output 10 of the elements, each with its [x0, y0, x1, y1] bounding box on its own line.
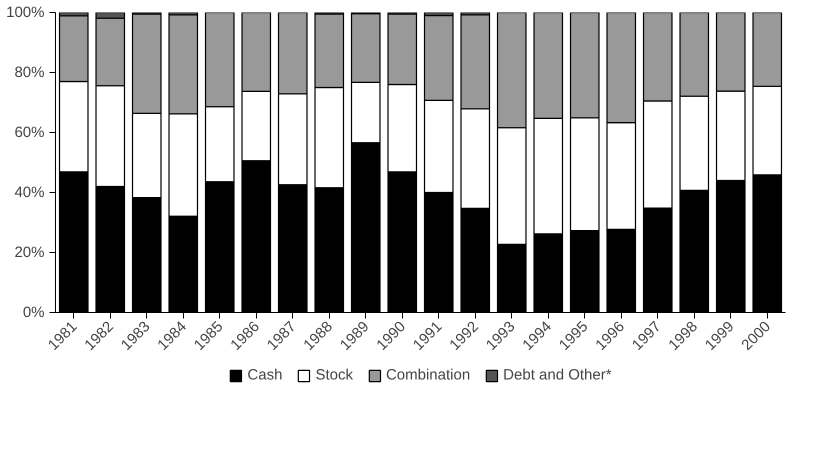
- y-tick-label: 60%: [14, 124, 45, 141]
- y-tick-label: 0%: [22, 304, 45, 321]
- legend-label: Combination: [386, 366, 470, 384]
- y-tick-label: 20%: [14, 244, 45, 261]
- y-tick-label: 100%: [6, 4, 45, 21]
- y-tick-label: 80%: [14, 64, 45, 81]
- y-tick-label: 40%: [14, 184, 45, 201]
- legend-label: Cash: [247, 366, 282, 384]
- legend-label: Debt and Other*: [503, 366, 612, 384]
- legend-label: Stock: [315, 366, 353, 384]
